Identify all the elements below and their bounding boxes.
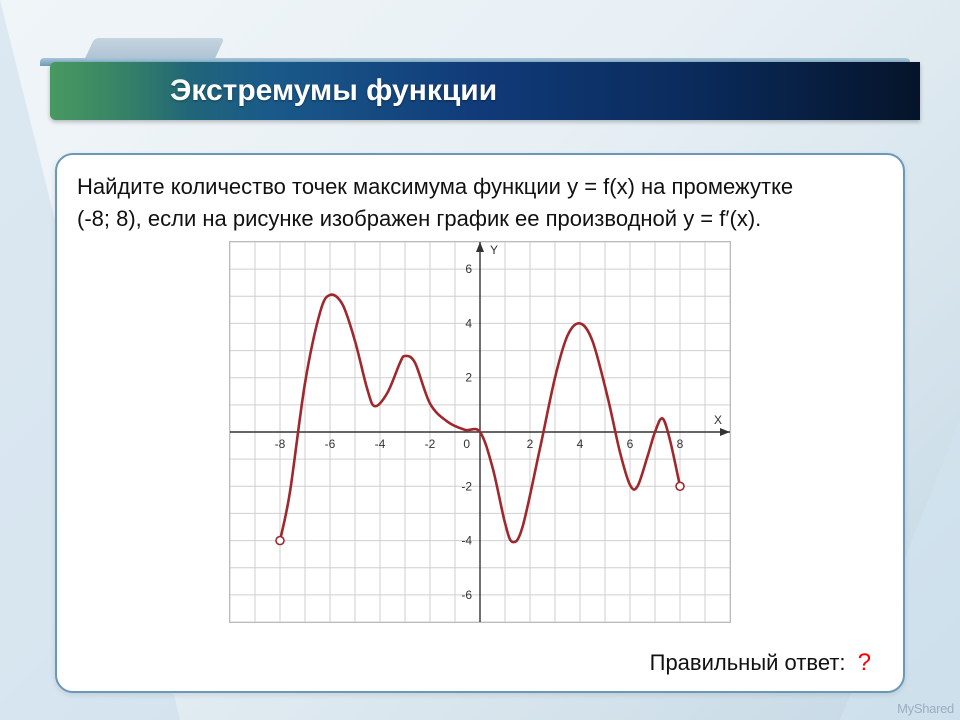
svg-text:-2: -2 bbox=[425, 437, 436, 451]
watermark: MyShared bbox=[897, 701, 954, 716]
svg-text:X: X bbox=[714, 413, 722, 427]
svg-text:4: 4 bbox=[577, 437, 584, 451]
svg-text:-2: -2 bbox=[461, 479, 472, 493]
slide: Экстремумы функции Найдите количество то… bbox=[0, 0, 960, 720]
svg-text:-6: -6 bbox=[461, 588, 472, 602]
answer-value: ? bbox=[852, 649, 871, 676]
svg-text:0: 0 bbox=[463, 437, 470, 451]
svg-text:4: 4 bbox=[465, 316, 472, 330]
svg-text:6: 6 bbox=[465, 262, 472, 276]
svg-text:2: 2 bbox=[527, 437, 534, 451]
answer-row: Правильный ответ: ? bbox=[650, 649, 871, 677]
svg-text:8: 8 bbox=[677, 437, 684, 451]
chart-container: -8 -6 -4 -2 2 4 6 8 -6 -4 -2 2 4 6 X Y 0 bbox=[77, 241, 883, 628]
problem-text: Найдите количество точек максимума функц… bbox=[77, 171, 883, 235]
svg-text:-4: -4 bbox=[461, 533, 472, 547]
content-card: Найдите количество точек максимума функц… bbox=[55, 153, 905, 693]
svg-text:-6: -6 bbox=[325, 437, 336, 451]
svg-text:6: 6 bbox=[627, 437, 634, 451]
svg-text:-4: -4 bbox=[375, 437, 386, 451]
svg-text:-8: -8 bbox=[275, 437, 286, 451]
svg-text:2: 2 bbox=[465, 370, 472, 384]
problem-line-1: Найдите количество точек максимума функц… bbox=[77, 174, 793, 199]
problem-line-2: (-8; 8), если на рисунке изображен графи… bbox=[77, 206, 761, 231]
answer-label: Правильный ответ: bbox=[650, 650, 846, 675]
svg-text:Y: Y bbox=[490, 243, 498, 257]
derivative-chart: -8 -6 -4 -2 2 4 6 8 -6 -4 -2 2 4 6 X Y 0 bbox=[229, 241, 731, 623]
title-band: Экстремумы функции bbox=[50, 62, 920, 120]
page-title: Экстремумы функции bbox=[50, 74, 497, 108]
